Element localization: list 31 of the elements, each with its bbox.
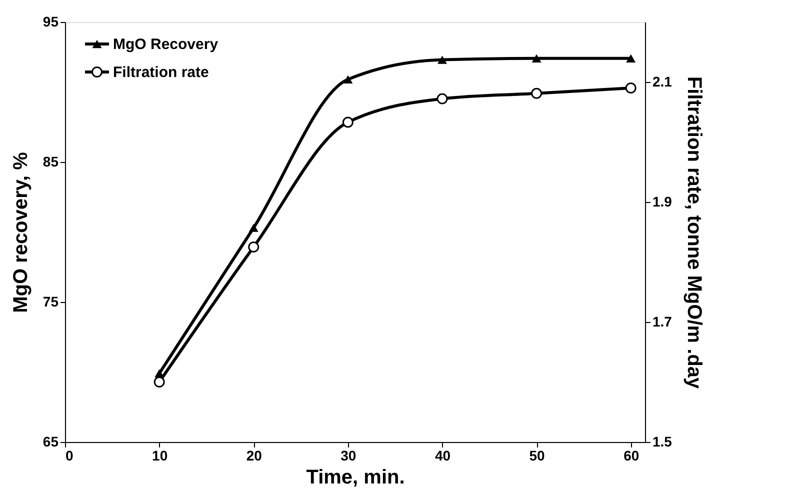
y-axis-title: MgO recovery, % <box>10 152 32 313</box>
x-axis-title: Time, min. <box>306 466 405 488</box>
legend-label: MgO Recovery <box>113 36 219 53</box>
y2-tick-label: 1.5 <box>652 434 672 450</box>
y2-tick-label: 2.1 <box>652 74 672 90</box>
x-tick-label: 40 <box>434 448 451 464</box>
x-tick-label: 20 <box>246 448 262 464</box>
point <box>436 93 448 104</box>
point <box>248 242 260 252</box>
legend-label: Filtration rate <box>113 64 209 81</box>
point <box>532 54 542 63</box>
point <box>625 82 636 94</box>
x-tick-label: 10 <box>152 448 168 464</box>
y2-tick-label: 1.9 <box>652 194 672 210</box>
x-tick-label: 0 <box>66 448 74 464</box>
point <box>343 75 353 84</box>
point <box>626 54 636 63</box>
point <box>248 224 258 232</box>
x-tick-label: 60 <box>624 448 640 464</box>
x-tick-label: 50 <box>529 448 546 464</box>
x-tick-label: 30 <box>340 448 356 464</box>
point <box>437 56 447 64</box>
point <box>531 88 542 99</box>
y-tick-label: 85 <box>42 154 59 170</box>
point <box>342 116 354 128</box>
y-tick-label: 75 <box>42 294 59 310</box>
y2-tick-label: 1.7 <box>652 314 672 330</box>
y2-axis-title: Filtration rate, tonne MgO/m .day <box>682 76 705 390</box>
y-tick-label: 65 <box>42 434 59 450</box>
y-tick-label: 95 <box>42 14 59 30</box>
point <box>154 376 165 388</box>
